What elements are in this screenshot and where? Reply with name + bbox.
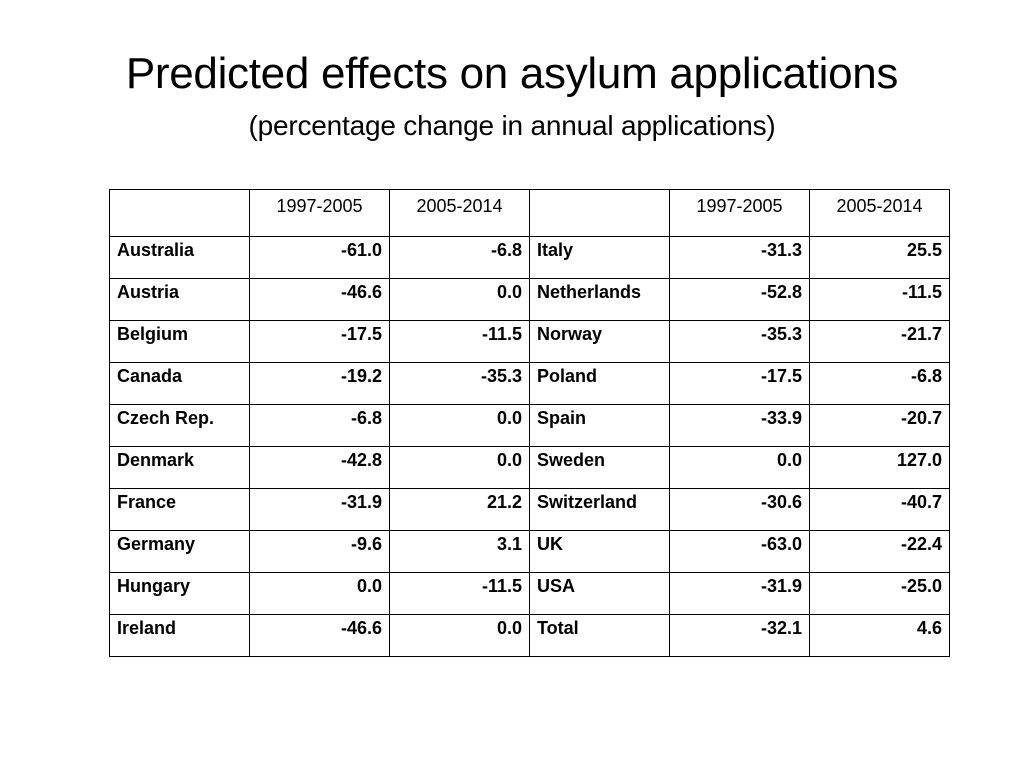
cell-value-1997-2005-right: -33.9	[669, 404, 810, 447]
cell-value-1997-2005-left: -61.0	[249, 236, 390, 279]
cell-value-1997-2005-right: -31.3	[669, 236, 810, 279]
cell-value-2005-2014-right: 4.6	[809, 614, 950, 657]
cell-value-2005-2014-right: -22.4	[809, 530, 950, 573]
cell-value-2005-2014-right: 127.0	[809, 446, 950, 489]
cell-country-left: Australia	[109, 236, 250, 279]
cell-value-2005-2014-left: -11.5	[389, 572, 530, 615]
cell-value-1997-2005-right: 0.0	[669, 446, 810, 489]
header-cell-right-2005-2014: 2005-2014	[809, 189, 950, 237]
header-cell-left-1997-2005: 1997-2005	[249, 189, 390, 237]
table-row: Ireland -46.6 0.0 Total -32.1 4.6	[109, 614, 950, 657]
cell-value-2005-2014-left: 0.0	[389, 446, 530, 489]
cell-value-2005-2014-left: 0.0	[389, 278, 530, 321]
cell-country-left: Canada	[109, 362, 250, 405]
cell-country-right: Netherlands	[529, 278, 670, 321]
cell-value-1997-2005-left: -46.6	[249, 614, 390, 657]
cell-value-2005-2014-left: 0.0	[389, 404, 530, 447]
cell-value-2005-2014-right: -21.7	[809, 320, 950, 363]
cell-country-left: Belgium	[109, 320, 250, 363]
header-cell-right-1997-2005: 1997-2005	[669, 189, 810, 237]
cell-value-2005-2014-left: 3.1	[389, 530, 530, 573]
cell-country-right: Norway	[529, 320, 670, 363]
cell-value-2005-2014-right: -6.8	[809, 362, 950, 405]
cell-country-right: Sweden	[529, 446, 670, 489]
cell-country-left: Ireland	[109, 614, 250, 657]
cell-country-left: Hungary	[109, 572, 250, 615]
table-row: Denmark -42.8 0.0 Sweden 0.0 127.0	[109, 446, 950, 489]
header-cell-right-country	[529, 189, 670, 237]
slide-title: Predicted effects on asylum applications	[125, 49, 899, 98]
table-row: Hungary 0.0 -11.5 USA -31.9 -25.0	[109, 572, 950, 615]
cell-value-2005-2014-left: -11.5	[389, 320, 530, 363]
cell-value-2005-2014-right: -25.0	[809, 572, 950, 615]
cell-value-2005-2014-right: -20.7	[809, 404, 950, 447]
cell-value-2005-2014-left: 0.0	[389, 614, 530, 657]
table-body: 1997-2005 2005-2014 1997-2005 2005-2014 …	[109, 189, 950, 657]
cell-country-right: Switzerland	[529, 488, 670, 531]
cell-value-2005-2014-left: -6.8	[389, 236, 530, 279]
cell-value-1997-2005-right: -63.0	[669, 530, 810, 573]
slide-subtitle: (percentage change in annual application…	[248, 110, 776, 141]
cell-value-2005-2014-left: 21.2	[389, 488, 530, 531]
cell-country-left: Germany	[109, 530, 250, 573]
cell-value-1997-2005-left: -6.8	[249, 404, 390, 447]
cell-value-1997-2005-right: -52.8	[669, 278, 810, 321]
table-row: France -31.9 21.2 Switzerland -30.6 -40.7	[109, 488, 950, 531]
cell-value-1997-2005-right: -31.9	[669, 572, 810, 615]
cell-country-left: Denmark	[109, 446, 250, 489]
cell-country-left: Czech Rep.	[109, 404, 250, 447]
cell-country-right: Total	[529, 614, 670, 657]
cell-value-1997-2005-right: -17.5	[669, 362, 810, 405]
cell-country-right: USA	[529, 572, 670, 615]
header-cell-left-2005-2014: 2005-2014	[389, 189, 530, 237]
table-header-row: 1997-2005 2005-2014 1997-2005 2005-2014	[109, 189, 950, 237]
cell-value-2005-2014-left: -35.3	[389, 362, 530, 405]
cell-value-1997-2005-left: -17.5	[249, 320, 390, 363]
table-row: Belgium -17.5 -11.5 Norway -35.3 -21.7	[109, 320, 950, 363]
table-row: Czech Rep. -6.8 0.0 Spain -33.9 -20.7	[109, 404, 950, 447]
cell-value-1997-2005-left: -19.2	[249, 362, 390, 405]
asylum-table: 1997-2005 2005-2014 1997-2005 2005-2014 …	[109, 189, 950, 657]
cell-value-2005-2014-right: 25.5	[809, 236, 950, 279]
cell-country-left: Austria	[109, 278, 250, 321]
table-row: Austria -46.6 0.0 Netherlands -52.8 -11.5	[109, 278, 950, 321]
cell-country-right: Italy	[529, 236, 670, 279]
cell-value-1997-2005-right: -30.6	[669, 488, 810, 531]
cell-value-1997-2005-left: -46.6	[249, 278, 390, 321]
cell-value-2005-2014-right: -11.5	[809, 278, 950, 321]
cell-country-right: Poland	[529, 362, 670, 405]
cell-value-1997-2005-left: 0.0	[249, 572, 390, 615]
cell-country-right: Spain	[529, 404, 670, 447]
cell-value-2005-2014-right: -40.7	[809, 488, 950, 531]
cell-country-left: France	[109, 488, 250, 531]
table-row: Germany -9.6 3.1 UK -63.0 -22.4	[109, 530, 950, 573]
cell-value-1997-2005-right: -32.1	[669, 614, 810, 657]
cell-value-1997-2005-right: -35.3	[669, 320, 810, 363]
cell-country-right: UK	[529, 530, 670, 573]
header-cell-left-country	[109, 189, 250, 237]
cell-value-1997-2005-left: -9.6	[249, 530, 390, 573]
table-row: Australia -61.0 -6.8 Italy -31.3 25.5	[109, 236, 950, 279]
table-row: Canada -19.2 -35.3 Poland -17.5 -6.8	[109, 362, 950, 405]
cell-value-1997-2005-left: -31.9	[249, 488, 390, 531]
cell-value-1997-2005-left: -42.8	[249, 446, 390, 489]
